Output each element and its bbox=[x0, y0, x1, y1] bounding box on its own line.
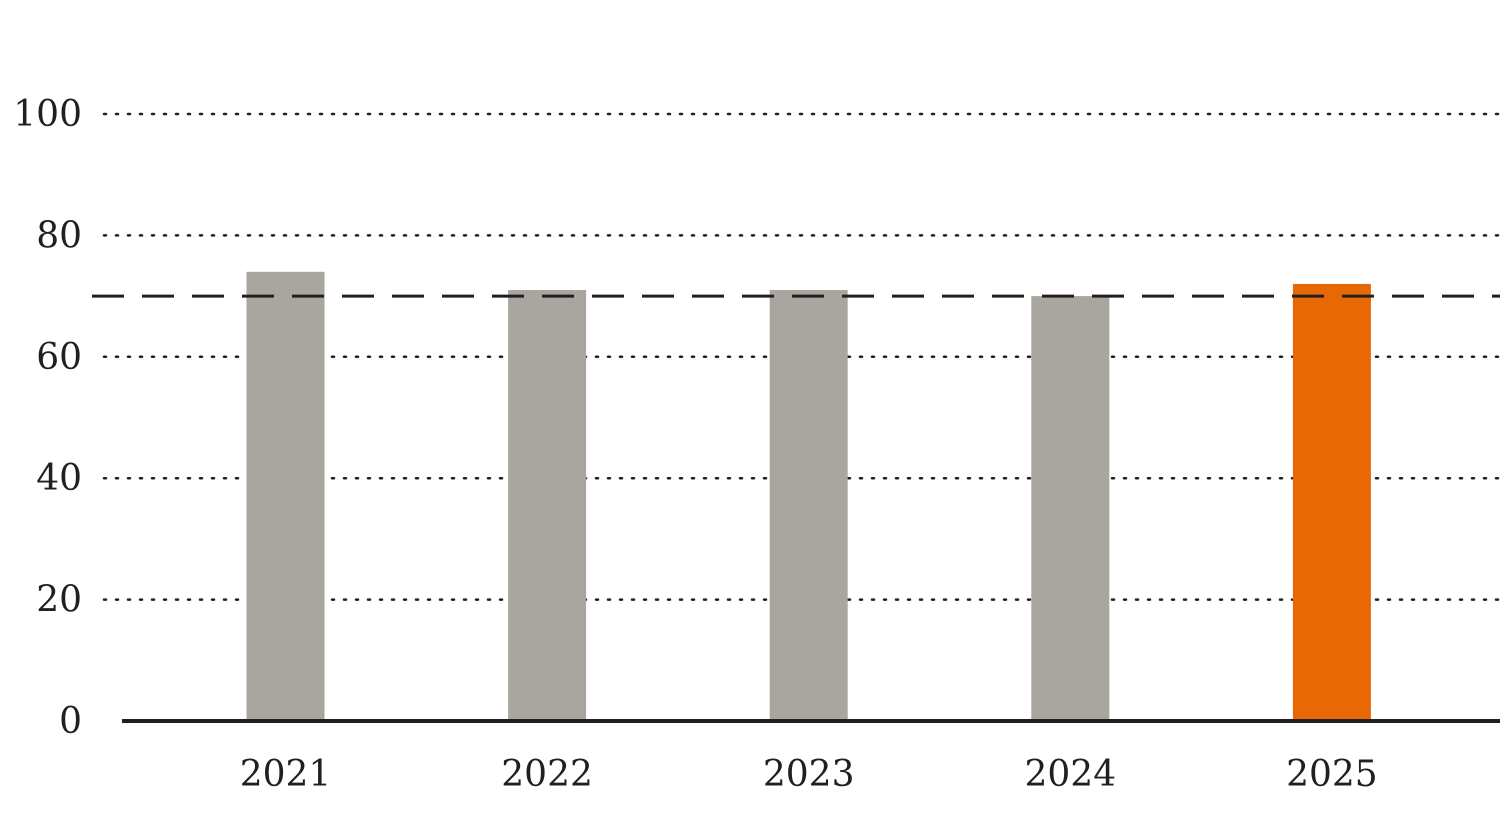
bar-2025 bbox=[1292, 283, 1371, 721]
y-tick-label: 100 bbox=[13, 94, 82, 135]
y-tick-label: 40 bbox=[36, 458, 82, 499]
bar-2023 bbox=[769, 290, 848, 721]
x-axis-ticks: 2021 2022 2023 2024 2025 bbox=[240, 754, 1378, 795]
x-tick-label: 2021 bbox=[240, 754, 332, 795]
y-tick-label: 20 bbox=[36, 580, 82, 621]
x-tick-label: 2024 bbox=[1024, 754, 1116, 795]
y-tick-label: 0 bbox=[59, 701, 82, 742]
y-axis-ticks: 0 20 40 60 80 100 bbox=[13, 94, 82, 742]
bars bbox=[246, 271, 1371, 721]
x-tick-label: 2025 bbox=[1286, 754, 1378, 795]
x-tick-label: 2022 bbox=[501, 754, 593, 795]
y-tick-label: 60 bbox=[36, 337, 82, 378]
y-tick-label: 80 bbox=[36, 215, 82, 256]
bar-2024 bbox=[1031, 296, 1110, 721]
bar-2022 bbox=[508, 290, 587, 721]
bar-2021 bbox=[246, 271, 325, 721]
x-tick-label: 2023 bbox=[763, 754, 855, 795]
